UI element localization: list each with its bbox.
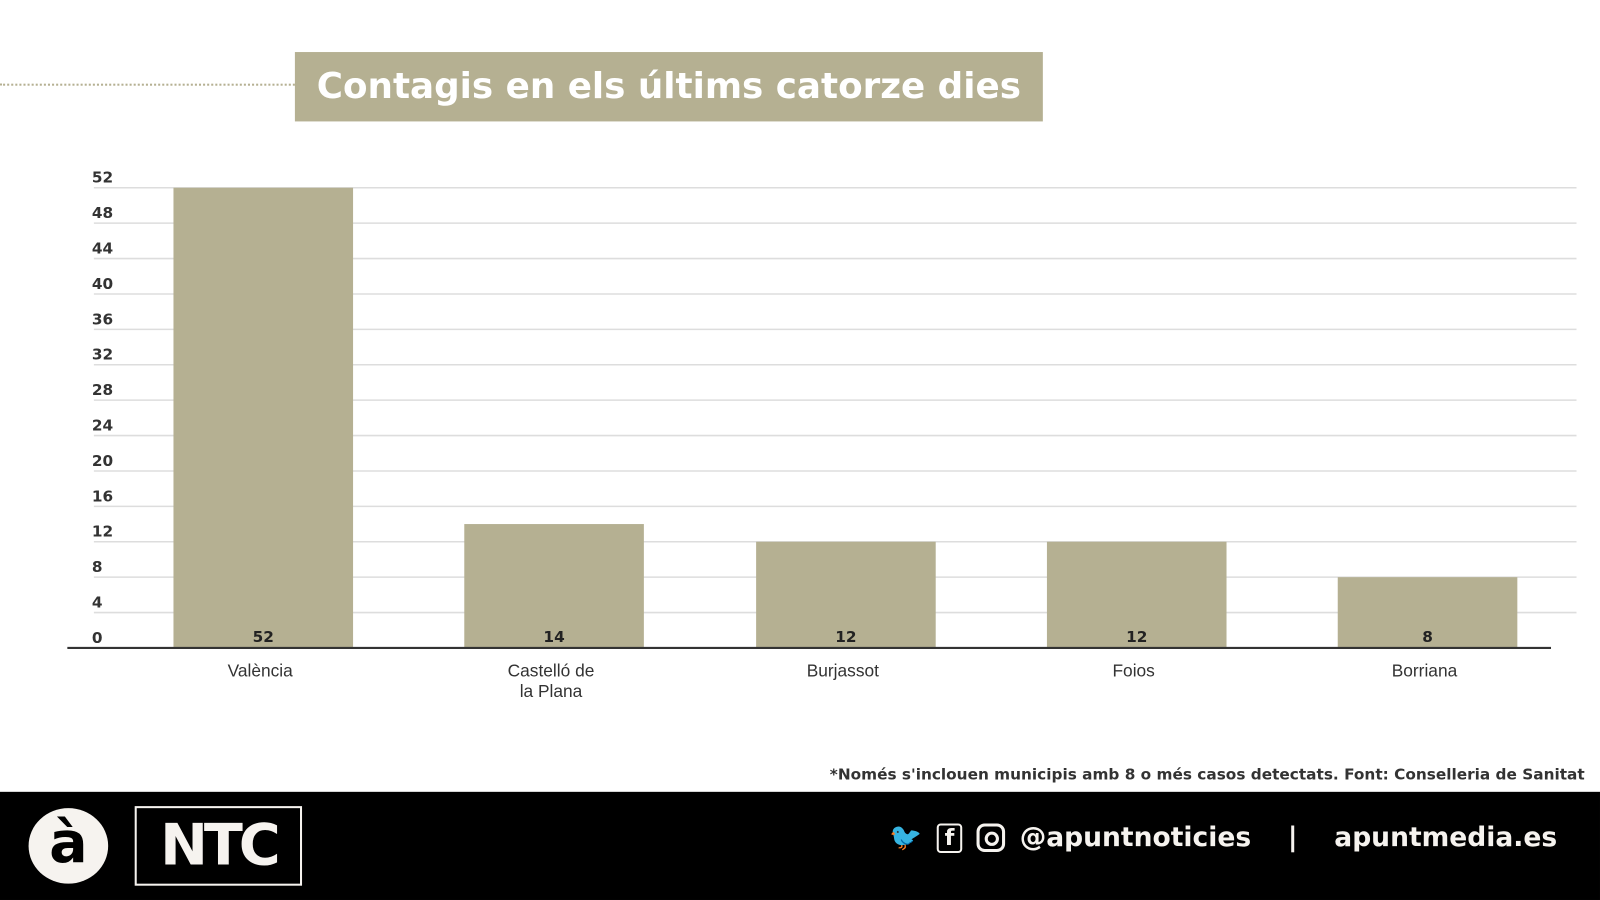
x-tick-label: la Plana bbox=[520, 681, 583, 701]
y-tick-label: 12 bbox=[92, 523, 113, 541]
data-label: 8 bbox=[1422, 628, 1433, 646]
ntc-logo: NTC bbox=[134, 806, 303, 886]
data-label: 14 bbox=[543, 628, 564, 646]
data-label: 52 bbox=[253, 628, 274, 646]
bar bbox=[173, 187, 354, 648]
y-tick-label: 40 bbox=[92, 275, 113, 293]
bar bbox=[464, 524, 644, 648]
x-tick-label: Castelló de bbox=[508, 661, 595, 681]
x-tick-label: Burjassot bbox=[807, 661, 879, 681]
y-tick-label: 4 bbox=[92, 593, 103, 611]
footer: à NTC 🐦 f @apuntnoticies | apuntmedia.es bbox=[0, 791, 1600, 900]
y-tick-label: 16 bbox=[92, 487, 113, 505]
y-tick-label: 24 bbox=[92, 416, 113, 434]
x-tick-label: Foios bbox=[1112, 661, 1155, 681]
y-tick-label: 28 bbox=[92, 381, 113, 399]
website-link[interactable]: apuntmedia.es bbox=[1334, 822, 1558, 854]
bar bbox=[1046, 541, 1227, 648]
instagram-icon[interactable] bbox=[976, 823, 1006, 853]
source-note: *Només s'inclouen municipis amb 8 o més … bbox=[829, 765, 1585, 784]
facebook-icon[interactable]: f bbox=[936, 822, 963, 853]
y-tick-label: 32 bbox=[92, 346, 113, 364]
y-tick-label: 48 bbox=[92, 204, 113, 222]
data-label: 12 bbox=[835, 628, 856, 646]
y-tick-label: 20 bbox=[92, 452, 113, 470]
bar bbox=[1337, 577, 1518, 648]
data-label: 12 bbox=[1126, 628, 1147, 646]
social-handle[interactable]: @apuntnoticies bbox=[1019, 822, 1252, 854]
x-tick-label: València bbox=[228, 661, 294, 681]
twitter-icon[interactable]: 🐦 bbox=[889, 822, 923, 854]
apunt-logo: à bbox=[28, 808, 109, 884]
social-bar: 🐦 f @apuntnoticies | apuntmedia.es bbox=[889, 822, 1557, 853]
bar bbox=[756, 541, 936, 648]
dotted-rule bbox=[0, 83, 295, 86]
x-tick-label: Borriana bbox=[1392, 661, 1458, 681]
bar-chart: 048121620242832364044485252València14Cas… bbox=[67, 169, 1577, 701]
y-tick-label: 0 bbox=[92, 629, 103, 647]
chart-title: Contagis en els últims catorze dies bbox=[294, 52, 1043, 122]
y-tick-label: 44 bbox=[92, 239, 113, 257]
y-tick-label: 8 bbox=[92, 558, 103, 576]
y-tick-label: 36 bbox=[92, 310, 113, 328]
separator: | bbox=[1287, 822, 1298, 854]
y-tick-label: 52 bbox=[92, 169, 113, 187]
